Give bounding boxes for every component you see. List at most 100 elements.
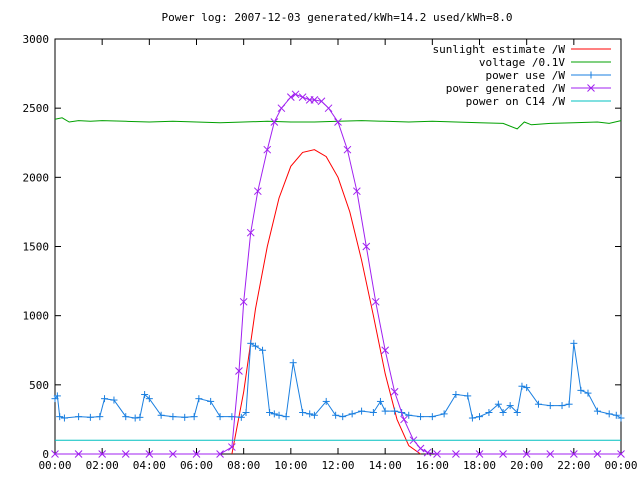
data-point <box>270 410 278 418</box>
data-point <box>242 409 250 416</box>
data-point <box>247 339 255 347</box>
x-tick-label: 16:00 <box>416 459 449 472</box>
data-point <box>593 450 602 458</box>
legend-item: sunlight estimate /W <box>433 43 611 56</box>
x-tick-label: 18:00 <box>463 459 496 472</box>
data-point <box>121 450 130 458</box>
data-point <box>228 413 236 421</box>
data-point <box>593 407 601 415</box>
data-point <box>348 410 356 418</box>
data-point <box>56 413 64 421</box>
data-point <box>522 450 531 458</box>
data-point <box>131 414 139 422</box>
data-point <box>612 411 620 419</box>
legend-label: power on C14 /W <box>466 95 566 108</box>
data-point <box>499 409 507 416</box>
data-point <box>216 450 224 458</box>
data-point <box>546 450 555 458</box>
data-point <box>169 413 177 421</box>
data-point <box>376 397 384 405</box>
marker-stroke <box>216 450 224 458</box>
data-point <box>570 339 578 347</box>
data-point <box>277 104 286 113</box>
data-point <box>145 395 153 403</box>
marker-stroke <box>246 228 255 237</box>
marker-stroke <box>353 187 361 196</box>
marker-stroke <box>51 450 59 458</box>
y-tick-label: 1500 <box>23 241 50 254</box>
x-tick-label: 06:00 <box>180 459 213 472</box>
x-tick-label: 04:00 <box>133 459 166 472</box>
data-point <box>266 409 274 416</box>
data-point <box>289 359 297 367</box>
data-point <box>251 342 259 350</box>
data-point <box>286 93 295 101</box>
marker-stroke <box>98 450 107 458</box>
marker-stroke <box>416 444 425 453</box>
data-point <box>169 450 177 458</box>
marker-stroke <box>343 145 352 154</box>
series-layer <box>51 90 625 458</box>
data-point <box>291 90 300 99</box>
data-point <box>75 413 83 421</box>
data-point <box>195 395 203 403</box>
marker-stroke <box>423 448 432 457</box>
data-point <box>405 411 413 419</box>
data-point <box>157 411 165 419</box>
series-line <box>54 342 622 419</box>
data-point <box>546 402 554 410</box>
data-point <box>400 415 408 424</box>
chart-title: Power log: 2007-12-03 generated/kWh=14.2… <box>162 11 513 24</box>
data-point <box>468 414 476 422</box>
marker-stroke <box>381 346 390 355</box>
data-point <box>339 413 347 421</box>
data-point <box>74 450 83 458</box>
data-point <box>417 413 425 421</box>
marker-stroke <box>475 450 484 458</box>
data-point <box>518 382 526 390</box>
data-point <box>299 409 307 416</box>
data-point <box>98 450 107 458</box>
data-point <box>216 413 224 421</box>
data-point <box>577 386 585 394</box>
data-point <box>235 367 243 375</box>
legend-item: voltage /0.1V <box>479 56 611 69</box>
legend-item: power use /W <box>486 69 611 82</box>
marker-stroke <box>317 97 326 106</box>
marker-stroke <box>235 367 243 375</box>
data-point <box>239 297 248 306</box>
marker-stroke <box>452 450 460 458</box>
data-point <box>569 450 578 458</box>
data-point <box>475 450 484 458</box>
legend-item: power on C14 /W <box>466 95 611 108</box>
y-axis: 0 500 1000 1500 2000 2500 3000 <box>23 33 621 461</box>
marker-stroke <box>593 450 602 458</box>
data-point <box>263 145 272 154</box>
series-line <box>231 149 421 455</box>
data-point <box>584 389 592 397</box>
marker-stroke <box>400 415 408 424</box>
y-tick-label: 1000 <box>23 310 50 323</box>
data-point <box>390 387 399 396</box>
marker-stroke <box>334 118 342 126</box>
data-point <box>60 414 68 422</box>
y-tick-label: 500 <box>29 379 49 392</box>
marker-stroke <box>499 450 507 458</box>
legend-label: power use /W <box>486 69 566 82</box>
data-point <box>381 346 390 355</box>
marker-stroke <box>121 450 130 458</box>
x-tick-label: 14:00 <box>369 459 402 472</box>
marker-stroke <box>253 187 262 196</box>
data-point <box>86 413 94 421</box>
data-point <box>391 407 399 415</box>
data-point <box>381 407 389 415</box>
data-point <box>324 104 333 113</box>
data-point <box>332 411 340 419</box>
data-point <box>53 392 61 400</box>
series-2 <box>51 339 625 422</box>
data-point <box>513 409 521 416</box>
data-point <box>190 413 198 421</box>
